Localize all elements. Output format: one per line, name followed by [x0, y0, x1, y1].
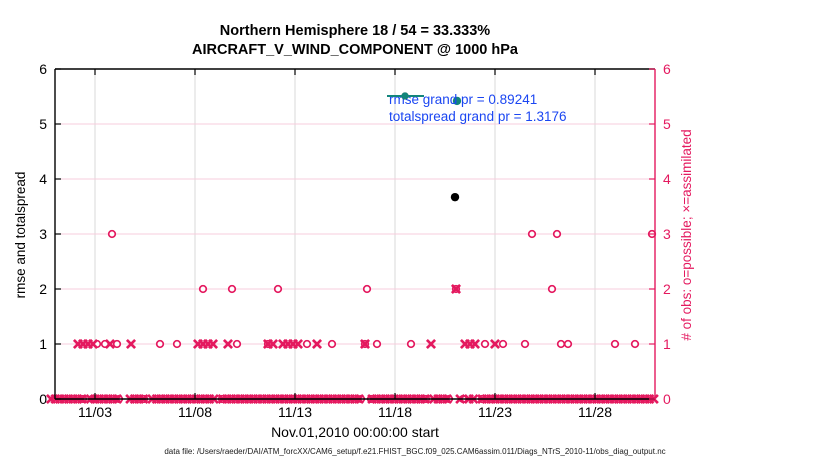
left-y-tick-label: 4: [39, 171, 47, 187]
obs-assimilated-marker: [87, 338, 99, 350]
right-y-tick-label: 5: [663, 116, 671, 132]
obs-possible-marker: [520, 339, 530, 349]
obs-possible-marker: [406, 339, 416, 349]
obs-possible-marker: [112, 339, 122, 349]
x-axis-label: Nov.01,2010 00:00:00 start: [271, 424, 439, 440]
data-file-path: data file: /Users/raeder/DAI/ATM_forcXX/…: [164, 447, 666, 456]
right-y-tick-label: 6: [663, 61, 671, 77]
obs-possible-marker: [107, 229, 117, 239]
left-y-axis-label: rmse and totalspread: [13, 171, 28, 299]
obs-assimilated-marker: [311, 338, 323, 350]
left-y-tick-label: 6: [39, 61, 47, 77]
obs-possible-marker: [547, 284, 557, 294]
obs-assimilated-marker: [450, 283, 462, 295]
obs-assimilated-marker: [125, 338, 137, 350]
obs-possible-marker: [630, 339, 640, 349]
plot-title: Northern Hemisphere 18 / 54 = 33.333% AI…: [55, 22, 655, 60]
obs-assimilated-marker: [489, 338, 501, 350]
obs-assimilated-marker: [222, 338, 234, 350]
obs-possible-marker: [527, 229, 537, 239]
legend-label-totalspread: totalspread grand pr = 1.3176: [389, 109, 567, 124]
right-y-tick-label: 3: [663, 226, 671, 242]
legend-item-totalspread: totalspread grand pr = 1.3176: [386, 92, 567, 125]
obs-assimilated-marker: [267, 338, 279, 350]
obs-assimilated-marker: [425, 338, 437, 350]
left-y-tick-label: 2: [39, 281, 47, 297]
obs-possible-marker: [302, 339, 312, 349]
obs-possible-marker: [563, 339, 573, 349]
obs-possible-marker: [198, 284, 208, 294]
plot-title-line1: Northern Hemisphere 18 / 54 = 33.333%: [219, 23, 491, 39]
obs-possible-marker: [232, 339, 242, 349]
left-y-tick-label: 0: [39, 391, 47, 407]
x-tick-label: 11/08: [178, 404, 212, 420]
obs-assimilated-marker: [207, 338, 219, 350]
obs-possible-marker: [273, 284, 283, 294]
legend-label-rmse: rmse grand pr = 0.89241: [389, 92, 538, 107]
right-y-tick-label: 4: [663, 171, 671, 187]
obs-possible-marker: [480, 339, 490, 349]
obs-possible-marker: [227, 284, 237, 294]
obs-possible-marker: [372, 339, 382, 349]
obs-assimilated-marker: [104, 338, 116, 350]
obs-possible-marker: [552, 229, 562, 239]
obs-possible-marker: [556, 339, 566, 349]
obs-possible-marker: [327, 339, 337, 349]
right-y-axis-label: # of obs: o=possible; ×=assimilated: [679, 129, 694, 341]
totalspread-line-marker-icon: [387, 92, 424, 100]
obs-assimilated-marker: [292, 338, 304, 350]
x-tick-label: 11/28: [578, 404, 612, 420]
obs-possible-marker: [155, 339, 165, 349]
obs-possible-marker: [610, 339, 620, 349]
x-tick-label: 11/23: [478, 404, 512, 420]
left-y-tick-label: 1: [39, 336, 47, 352]
obs-possible-marker: [172, 339, 182, 349]
legend: rmse grand pr = 0.89241 totalspread gran…: [386, 91, 567, 125]
obs-assimilated-marker: [359, 338, 371, 350]
left-y-tick-label: 3: [39, 226, 47, 242]
plot-title-line2: AIRCRAFT_V_WIND_COMPONENT @ 1000 hPa: [192, 42, 518, 58]
right-y-tick-label: 1: [663, 336, 671, 352]
obs-possible-marker: [498, 339, 508, 349]
x-tick-label: 11/18: [378, 404, 412, 420]
x-tick-label: 11/03: [78, 404, 112, 420]
obs-possible-marker: [362, 284, 372, 294]
right-y-tick-label: 2: [663, 281, 671, 297]
right-y-tick-label: 0: [663, 391, 671, 407]
x-tick-label: 11/13: [278, 404, 312, 420]
totalspread-point: [452, 96, 462, 106]
obs-assimilated-marker: [469, 338, 481, 350]
rmse-point: [450, 192, 460, 202]
left-y-tick-label: 5: [39, 116, 47, 132]
